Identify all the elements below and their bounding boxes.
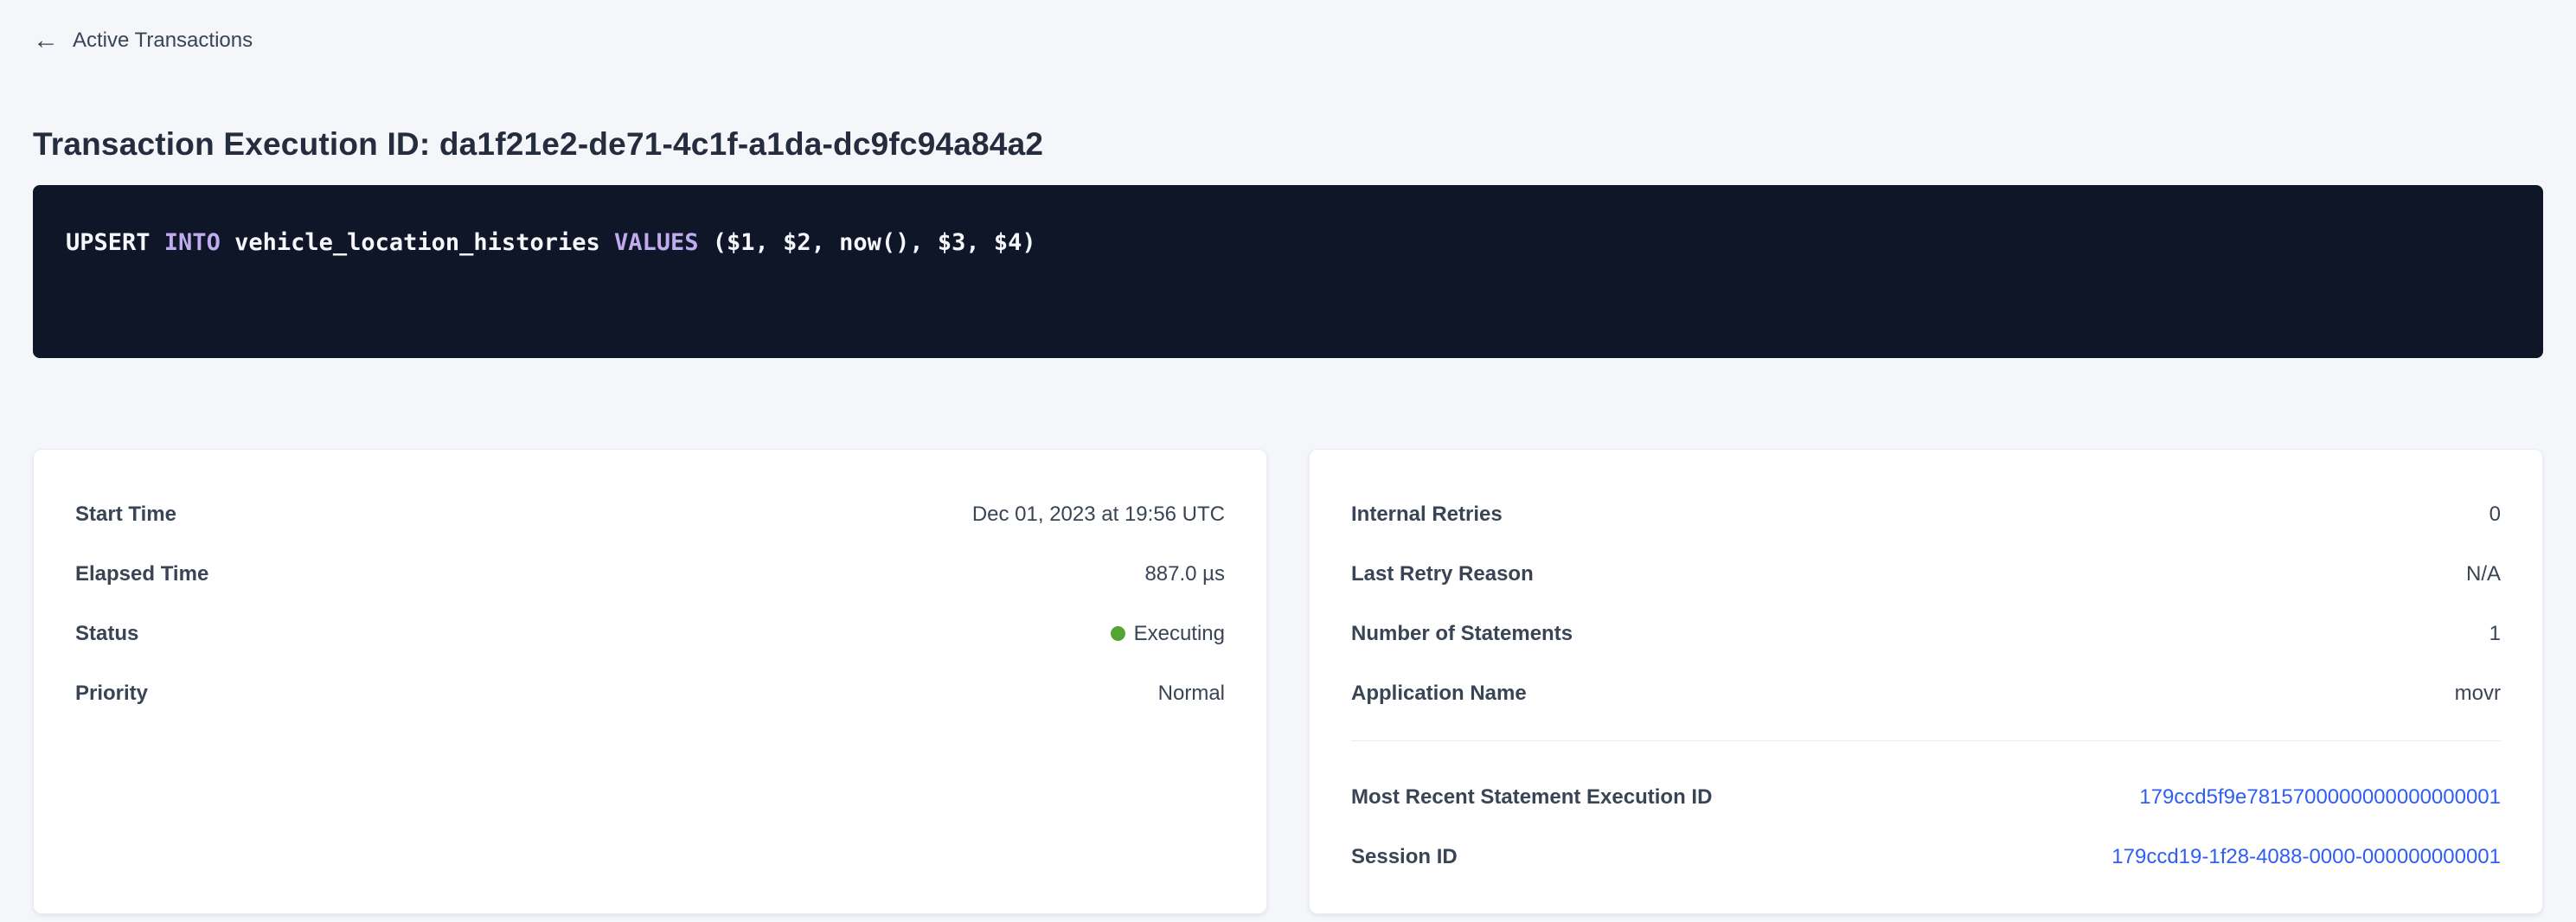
back-link-label: Active Transactions <box>73 29 253 52</box>
application-name-value: movr <box>2454 681 2501 705</box>
last-retry-reason-label: Last Retry Reason <box>1351 561 1534 586</box>
session-id-link[interactable]: 179ccd19-1f28-4088-0000-000000000001 <box>2111 844 2501 868</box>
last-retry-reason-value: N/A <box>2465 561 2501 586</box>
summary-cards-row: Start Time Dec 01, 2023 at 19:56 UTC Ela… <box>33 449 2543 914</box>
transaction-summary-card: Start Time Dec 01, 2023 at 19:56 UTC Ela… <box>33 449 1267 914</box>
sql-keyword-values: VALUES <box>613 229 699 256</box>
internal-retries-label: Internal Retries <box>1351 502 1503 526</box>
sql-table-name: vehicle_location_histories <box>220 229 614 256</box>
elapsed-time-value: 887.0 µs <box>1144 561 1225 586</box>
retries-statements-card: Internal Retries 0 Last Retry Reason N/A… <box>1309 449 2543 914</box>
application-name-label: Application Name <box>1351 681 1527 705</box>
detail-row-internal-retries: Internal Retries 0 <box>1351 484 2501 544</box>
detail-row-start-time: Start Time Dec 01, 2023 at 19:56 UTC <box>75 484 1225 544</box>
status-executing-dot-icon <box>1110 626 1125 641</box>
number-of-statements-value: 1 <box>2489 621 2501 645</box>
internal-retries-value: 0 <box>2489 502 2501 526</box>
detail-row-priority: Priority Normal <box>75 663 1225 723</box>
detail-row-number-of-statements: Number of Statements 1 <box>1351 604 2501 663</box>
detail-row-application-name: Application Name movr <box>1351 663 2501 723</box>
sql-text: UPSERT <box>66 229 164 256</box>
priority-value: Normal <box>1157 681 1225 705</box>
detail-row-session-id: Session ID 179ccd19-1f28-4088-0000-00000… <box>1351 827 2501 887</box>
status-text: Executing <box>1133 621 1225 645</box>
priority-label: Priority <box>75 681 149 705</box>
session-id-label: Session ID <box>1351 844 1458 868</box>
status-label: Status <box>75 621 139 645</box>
sql-keyword-into: INTO <box>163 229 221 256</box>
start-time-value: Dec 01, 2023 at 19:56 UTC <box>971 502 1225 526</box>
sql-params: ($1, $2, now(), $3, $4) <box>698 229 1036 256</box>
elapsed-time-label: Elapsed Time <box>75 561 209 586</box>
status-value: Executing <box>1110 621 1225 646</box>
back-to-active-transactions-link[interactable]: ← Active Transactions <box>33 28 253 54</box>
back-row: ← Active Transactions <box>33 0 2543 55</box>
back-arrow-icon: ← <box>33 26 59 54</box>
sql-statement-box: UPSERT INTO vehicle_location_histories V… <box>33 185 2543 358</box>
detail-row-elapsed-time: Elapsed Time 887.0 µs <box>75 544 1225 604</box>
most-recent-statement-execution-id-link[interactable]: 179ccd5f9e7815700000000000000001 <box>2139 784 2501 809</box>
detail-row-most-recent-statement-execution-id: Most Recent Statement Execution ID 179cc… <box>1351 767 2501 827</box>
detail-row-status: Status Executing <box>75 604 1225 663</box>
start-time-label: Start Time <box>75 502 176 526</box>
most-recent-statement-execution-id-label: Most Recent Statement Execution ID <box>1351 784 1713 809</box>
page-title: Transaction Execution ID: da1f21e2-de71-… <box>33 126 1044 162</box>
number-of-statements-label: Number of Statements <box>1351 621 1573 645</box>
card-divider <box>1351 740 2501 741</box>
sql-statement: UPSERT INTO vehicle_location_histories V… <box>66 228 2510 258</box>
detail-row-last-retry-reason: Last Retry Reason N/A <box>1351 544 2501 604</box>
